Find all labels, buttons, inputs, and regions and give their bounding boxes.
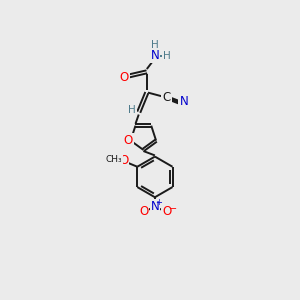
Text: CH₃: CH₃ bbox=[105, 154, 122, 164]
Text: C: C bbox=[162, 91, 171, 104]
Text: H: H bbox=[151, 40, 159, 50]
Text: O: O bbox=[162, 205, 172, 218]
Text: O: O bbox=[120, 71, 129, 84]
Text: H: H bbox=[163, 51, 170, 61]
Text: N: N bbox=[151, 200, 159, 212]
Text: O: O bbox=[119, 154, 128, 166]
Text: H: H bbox=[128, 105, 136, 115]
Text: −: − bbox=[169, 204, 177, 214]
Text: O: O bbox=[124, 134, 133, 147]
Text: N: N bbox=[179, 95, 188, 108]
Text: O: O bbox=[139, 205, 148, 218]
Text: +: + bbox=[156, 198, 163, 207]
Text: N: N bbox=[151, 49, 159, 62]
